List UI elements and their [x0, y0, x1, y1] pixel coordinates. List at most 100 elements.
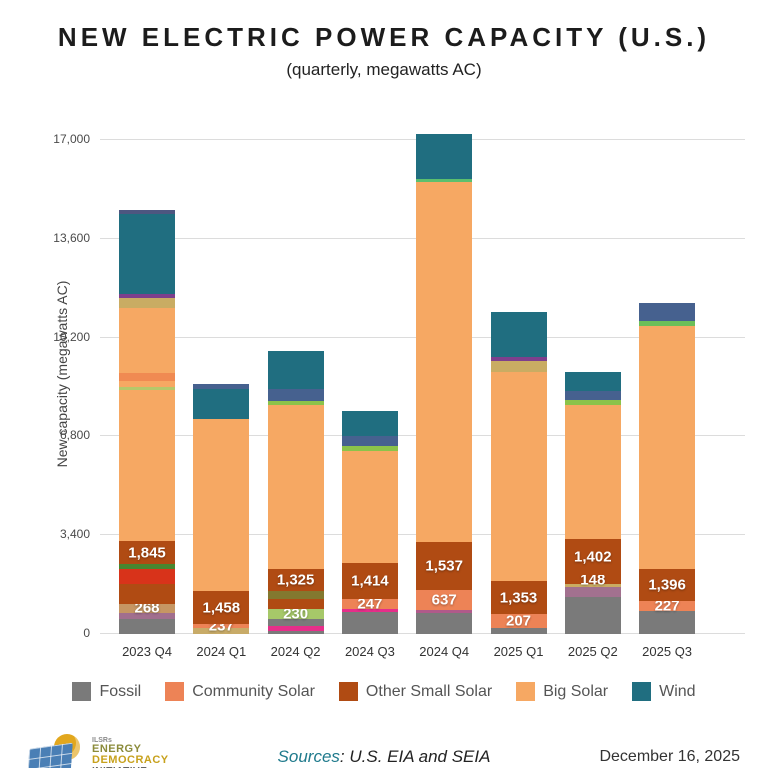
segment-community-solar: 268: [119, 600, 175, 617]
segment-community-solar: 247: [341, 596, 398, 613]
segment-band: [564, 391, 621, 401]
segment-wind: [416, 134, 473, 180]
chart-area: New capacity (megawatts AC) 0 3,400 6,800 1…: [0, 132, 768, 680]
segment-wind: [193, 389, 250, 419]
segment-band: [119, 293, 175, 299]
segment-band: [416, 179, 473, 183]
segment-other-small-solar: [119, 584, 175, 604]
segment-community-solar: 227: [639, 598, 696, 615]
segment-band: [490, 361, 547, 373]
legend-item-community-solar: Community Solar: [165, 682, 315, 701]
logo-line-democracy: DEMOCRACY: [92, 754, 169, 767]
segment-band: [341, 609, 398, 613]
segment-fossil: [416, 613, 473, 634]
segment-band: [119, 569, 175, 585]
x-tick-label-2023-q4: 2023 Q4: [122, 644, 172, 659]
y-tick-label: 0: [83, 626, 90, 640]
segment-other-small-solar: 1,414: [341, 563, 398, 600]
segment-value-label: 1,325: [276, 571, 315, 589]
segment-value-label: 247: [357, 595, 383, 613]
bar-2024-q1: 237 1,458: [193, 384, 250, 635]
segment-fossil: [267, 631, 324, 634]
legend-swatch-big-solar: [516, 682, 536, 701]
ilsr-logo: ILSRs ENERGY DEMOCRACY INITIATIVE: [27, 734, 218, 768]
segment-band: [119, 612, 175, 619]
segment-value-label: 1,353: [499, 589, 538, 607]
segment-community-solar: 207: [490, 612, 547, 630]
segment-community-solar: 148: [564, 571, 621, 588]
segment-band: [341, 436, 398, 447]
segment-fossil: [341, 612, 398, 634]
segment-fossil: [639, 611, 696, 634]
solar-panel-sun-icon: [27, 734, 86, 768]
segment-fossil: [490, 628, 547, 634]
segment-big-solar: [119, 381, 175, 388]
chart-title: NEW ELECTRIC POWER CAPACITY (U.S.): [57, 22, 711, 52]
bar-2024-q4: 637 1,537: [416, 134, 473, 634]
segment-wind: [564, 372, 621, 392]
segment-band: [267, 401, 324, 406]
x-tick-label-2024-q4: 2024 Q4: [419, 644, 470, 659]
segment-fossil: [119, 618, 175, 634]
segment-big-solar: [193, 419, 250, 592]
y-tick-label: 6,800: [59, 428, 90, 443]
sources-note: Sources: U.S. EIA and SEIA: [218, 747, 550, 767]
segment-big-solar: [639, 326, 696, 570]
y-tick-label: 17,000: [53, 132, 90, 146]
bar-2025-q3: 227 1,396: [639, 303, 696, 634]
segment-band: [416, 610, 473, 614]
segment-other-small-solar: 1,537: [416, 542, 473, 591]
segment-other-small-solar: 1,396: [639, 569, 696, 602]
x-tick-label-2025-q3: 2025 Q3: [642, 644, 693, 659]
legend-swatch-other-small-solar: [338, 682, 358, 701]
segment-big-solar: [564, 405, 621, 540]
segment-band: [564, 584, 621, 588]
bar-2025-q1: 207 1,353: [490, 312, 547, 634]
segment-band: [564, 587, 621, 598]
segment-other-small-solar: 1,353: [490, 581, 547, 615]
segment-wind: [341, 411, 398, 437]
segment-band: [119, 298, 175, 309]
sources-rest: : U.S. EIA and SEIA: [339, 747, 491, 766]
date-label: December 16, 2025: [599, 748, 740, 765]
logo-line-energy: ENERGY: [92, 742, 142, 755]
segment-other-small-solar: 1,458: [193, 591, 250, 624]
sources-word: Sources: [277, 747, 340, 766]
bar-2024-q2: 230 1,325: [267, 351, 324, 634]
segment-value-label: 1,402: [574, 548, 612, 566]
segment-band: [639, 303, 696, 322]
segment-value-label: 268: [134, 599, 160, 617]
segment-big-solar: [119, 390, 175, 542]
segment-value-label: 1,396: [648, 576, 686, 594]
segment-band: [341, 446, 398, 452]
segment-band: [564, 400, 621, 406]
legend-label: Community Solar: [192, 682, 315, 700]
x-tick-label-2025-q1: 2025 Q1: [493, 644, 544, 659]
segment-big-solar: [267, 405, 324, 570]
y-tick-label: 10,200: [53, 329, 90, 344]
x-tick-label-2024-q3: 2024 Q3: [344, 644, 395, 659]
segment-other-small-solar: [267, 599, 324, 610]
x-tick-label-2024-q2: 2024 Q2: [270, 644, 321, 659]
legend-item-wind: Wind: [632, 682, 696, 701]
legend: Fossil Community Solar Other Small Solar Bi…: [0, 682, 768, 701]
segment-community-solar: 637: [416, 590, 473, 611]
segment-fossil: [564, 597, 621, 634]
segment-wind: [119, 214, 175, 294]
y-axis-title: New capacity (megawatts AC): [54, 280, 70, 468]
bar-2025-q2: 148 1,402: [564, 372, 621, 634]
legend-label: Fossil: [99, 682, 142, 700]
segment-wind: [267, 351, 324, 390]
segment-band: [119, 373, 175, 382]
segment-value-label: 1,458: [202, 599, 241, 616]
bar-2024-q3: 247 1,414: [341, 411, 398, 634]
bar-2023-q4: 268 1,845: [119, 209, 175, 634]
plot-area: 0 3,400 6,800 10,200 13,600 17,000 268 1,845 202…: [53, 132, 745, 659]
segment-value-label: 207: [505, 612, 532, 630]
segment-other-small-solar: 1,402: [564, 539, 621, 576]
segment-big-solar: [416, 182, 473, 543]
legend-swatch-wind: [632, 682, 652, 701]
segment-band: [490, 357, 547, 362]
chart-page: NEW ELECTRIC POWER CAPACITY (U.S.) (quar…: [0, 22, 768, 768]
segment-big-solar: [490, 372, 547, 582]
